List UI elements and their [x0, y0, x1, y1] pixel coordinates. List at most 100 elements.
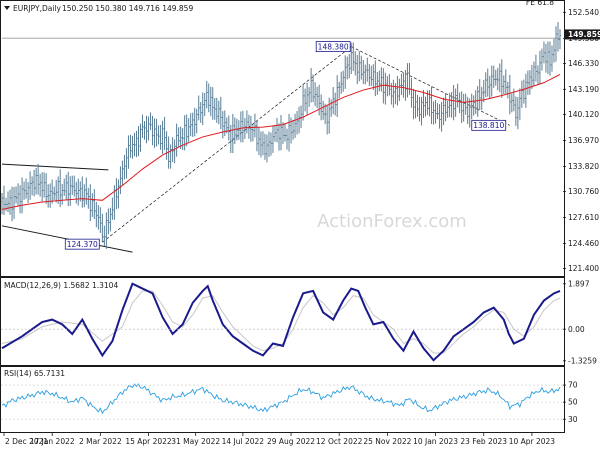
- ohlc-bar: [155, 118, 158, 147]
- time-tick-label: 31 May 2022: [171, 437, 220, 446]
- rsi-line-path: [1, 383, 561, 415]
- time-tick-label: 10 Apr 2023: [509, 437, 556, 446]
- ohlc-bar: [151, 115, 154, 146]
- macd-main-line: [1, 282, 561, 362]
- ohlc-bar: [364, 64, 367, 85]
- ohlc-bar: [518, 88, 522, 121]
- ohlc-bar: [432, 101, 435, 125]
- ohlc-bar: [87, 187, 90, 209]
- price-tick-label: 127.610: [568, 213, 599, 222]
- last-price-label: 149.859: [568, 30, 600, 39]
- ohlc-bar: [488, 75, 491, 100]
- ohlc-bar: [153, 118, 156, 148]
- ohlc-bar: [16, 183, 20, 207]
- ohlc-bar: [193, 107, 196, 137]
- ohlc-bar: [277, 123, 281, 151]
- ohlc-bar: [195, 108, 198, 134]
- ohlc-bar: [147, 116, 150, 141]
- ohlc-bar: [185, 114, 188, 147]
- ohlc-bar: [65, 174, 68, 201]
- ohlc-bar: [307, 87, 311, 108]
- ohlc-bar: [259, 131, 263, 158]
- ohlc-bar: [309, 68, 313, 103]
- ohlc-bar: [233, 117, 237, 145]
- ohlc-bar: [346, 56, 349, 80]
- ohlc-bar: [524, 73, 528, 108]
- ohlc-bar: [548, 41, 552, 76]
- ohlc-bar: [103, 225, 106, 246]
- ohlc-bar: [368, 64, 371, 87]
- ohlc-bar: [402, 72, 405, 98]
- ohlc-bar: [444, 93, 447, 122]
- time-tick-label: 17 Jan 2022: [30, 437, 75, 446]
- ohlc-bar: [315, 86, 319, 109]
- ohlc-bar: [77, 178, 80, 206]
- ohlc-bar: [460, 91, 463, 124]
- ohlc-bar: [333, 92, 337, 116]
- ohlc-bar: [127, 135, 130, 169]
- ohlc-bar: [12, 187, 16, 220]
- ohlc-bar: [28, 171, 32, 200]
- ohlc-bar: [492, 65, 495, 88]
- ohlc-bar: [38, 173, 42, 197]
- ohlc-bar: [121, 160, 124, 185]
- symbol-label: EURJPY,Daily: [13, 4, 62, 13]
- ohlc-bar: [135, 130, 138, 158]
- ohlc-bar: [73, 175, 76, 197]
- ohlc-bar: [243, 118, 247, 139]
- ohlc-bar: [269, 132, 273, 156]
- ohlc-bar: [115, 178, 118, 210]
- price-tick-label: 121.400: [568, 264, 599, 273]
- ohlc-bar: [63, 178, 66, 196]
- ohlc-bar: [267, 131, 271, 157]
- price-tick-label: 136.970: [568, 136, 599, 145]
- ohlc-bar: [372, 64, 375, 90]
- collapse-triangle-icon[interactable]: [4, 6, 10, 10]
- ohlc-bar: [85, 177, 88, 205]
- ohlc-bar: [99, 207, 102, 234]
- ohlc-bar: [283, 123, 287, 142]
- ohlc-bar: [18, 185, 22, 214]
- ohlc-bar: [480, 86, 483, 111]
- ohlc-bar: [340, 71, 343, 94]
- ohlc-bar: [422, 89, 425, 119]
- ohlc-bar: [338, 81, 341, 99]
- trendline-channel-4: [1, 163, 109, 171]
- price-bars: [0, 22, 562, 249]
- ohlc-bar: [287, 113, 291, 152]
- ohlc-bar: [331, 87, 335, 115]
- ohlc-bar: [165, 131, 168, 160]
- ohlc-bar: [440, 101, 443, 132]
- ohlc-bar: [382, 68, 385, 104]
- ohlc-bar: [24, 178, 28, 199]
- ohlc-bar: [157, 125, 160, 145]
- ohlc-bar: [478, 79, 481, 110]
- ohlc-bar: [253, 113, 257, 138]
- ohlc-bar: [143, 121, 146, 140]
- price-tick-label: 146.330: [568, 59, 599, 68]
- ohlc-bar: [26, 181, 30, 204]
- ohlc-bar: [81, 176, 84, 208]
- ohlc-bar: [91, 193, 94, 217]
- ohlc-bar: [211, 87, 214, 120]
- ohlc-bar: [404, 69, 407, 101]
- price-reference-lines: [1, 0, 560, 253]
- ohlc-bar: [374, 60, 377, 97]
- ohlc-bar: [46, 184, 50, 208]
- ohlc-bar: [125, 148, 128, 179]
- ohlc-bar: [227, 115, 231, 141]
- price-tick-label: 130.760: [568, 187, 599, 196]
- ohlc-bar: [462, 93, 465, 122]
- callout-box: [471, 119, 507, 131]
- ohlc-bar: [0, 193, 4, 215]
- price-callout: 148.380: [315, 41, 351, 52]
- ohlc-bar: [452, 84, 455, 121]
- ohlc-bar: [239, 111, 243, 143]
- ohlc-bar: [141, 114, 144, 139]
- watermark: ActionForex.com: [317, 211, 467, 232]
- ohlc-bar: [336, 75, 339, 117]
- ohlc-bar: [464, 93, 467, 115]
- ohlc-bar: [209, 86, 212, 117]
